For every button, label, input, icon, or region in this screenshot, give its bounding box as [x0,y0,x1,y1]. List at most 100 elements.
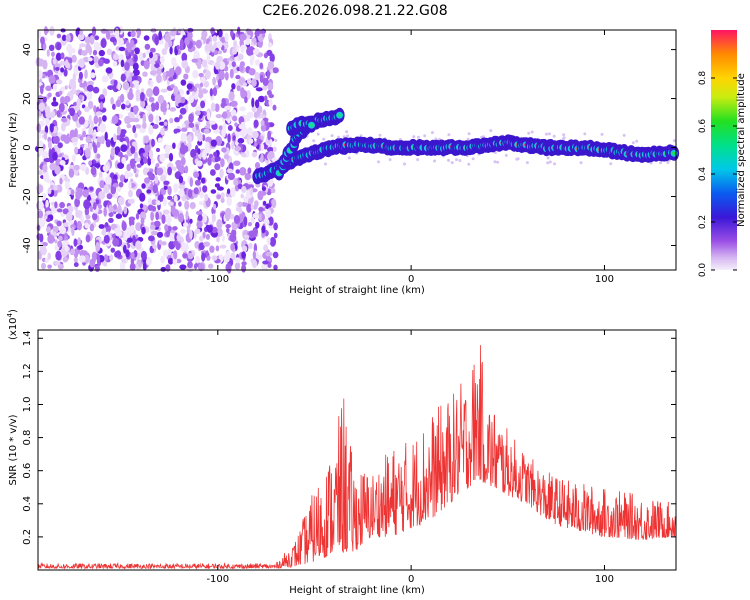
noise-blob [544,132,548,136]
noise-blob [117,204,122,215]
noise-blob [208,221,214,226]
noise-blob [128,180,132,191]
noise-blob [222,111,228,119]
snr-y-tick-label: 0.6 [22,463,33,479]
noise-blob [224,105,232,111]
noise-blob [169,46,173,55]
noise-blob [204,69,211,80]
noise-blob [138,261,142,268]
noise-blob [231,61,236,68]
trace-core [309,123,314,127]
noise-blob [160,266,167,272]
noise-blob [156,200,161,206]
noise-blob [257,29,265,34]
noise-blob [128,189,133,198]
noise-blob [579,161,583,165]
spectrogram-x-tick-label: 100 [595,274,614,285]
noise-blob [631,141,635,145]
colorbar-tick-label: 0.8 [698,71,708,86]
noise-blob [81,104,86,109]
noise-blob [194,129,199,137]
noise-blob [186,90,190,95]
noise-blob [455,158,458,162]
noise-blob [99,101,104,111]
noise-blob [234,122,238,127]
noise-blob [60,96,65,105]
noise-blob [144,177,150,184]
noise-blob [206,225,213,233]
noise-blob [133,105,138,115]
noise-blob [210,102,216,112]
noise-blob [260,135,264,141]
noise-blob [232,135,236,141]
noise-blob [152,53,158,62]
noise-blob [251,131,259,139]
noise-blob [96,255,101,264]
noise-blob [247,167,252,174]
noise-blob [90,72,96,79]
noise-blob [94,265,100,272]
noise-blob [53,185,58,191]
colorbar-ticks: 0.0 0.2 0.4 0.6 0.8 [698,71,737,277]
noise-blob [135,213,140,220]
noise-blob [230,187,236,198]
noise-blob [200,76,206,83]
noise-blob [260,143,265,152]
noise-blob [493,160,497,164]
noise-blob [248,138,254,144]
noise-blob [423,134,427,138]
noise-blob [231,141,235,150]
noise-blob [55,79,63,85]
noise-blob [163,121,168,126]
noise-blob [161,214,166,225]
noise-blob [119,113,124,119]
noise-blob [234,145,242,152]
noise-blob [227,125,233,131]
noise-blob [128,217,135,227]
noise-blob [129,72,135,77]
noise-blob [43,131,48,141]
spectrogram-y-label: Frequency (Hz) [8,112,19,188]
noise-blob [136,30,141,39]
noise-blob [504,153,508,157]
noise-blob [66,211,73,222]
noise-blob [216,235,220,243]
noise-blob [64,180,70,190]
noise-blob [116,125,121,136]
noise-blob [241,251,247,259]
noise-blob [220,158,225,168]
noise-blob [220,197,225,203]
noise-blob [113,192,119,199]
snr-y-tick-label: 1.4 [22,330,33,346]
noise-blob [46,49,50,57]
snr-x-tick-label: 100 [595,574,614,585]
noise-blob [130,30,136,38]
noise-blob [151,199,157,206]
noise-blob [106,48,113,56]
noise-blob [167,257,174,265]
noise-blob [260,153,264,164]
noise-blob [182,253,188,259]
noise-blob [180,156,186,166]
noise-blob [37,201,44,210]
noise-blob [73,257,79,263]
noise-blob [177,164,184,170]
noise-blob [168,77,174,82]
noise-blob [243,216,248,226]
noise-blob [48,44,55,51]
noise-blob [133,166,137,174]
noise-blob [86,84,94,92]
noise-blob [160,174,167,182]
noise-blob [92,86,100,94]
noise-blob [181,52,188,62]
noise-blob [600,132,604,136]
noise-blob [180,79,187,86]
noise-blob [53,261,61,266]
noise-blob [107,85,115,90]
noise-blob [124,171,129,180]
noise-blob [169,107,177,112]
noise-blob [44,28,49,34]
noise-blob [377,160,380,164]
noise-blob [39,233,44,243]
noise-blob [115,213,123,219]
